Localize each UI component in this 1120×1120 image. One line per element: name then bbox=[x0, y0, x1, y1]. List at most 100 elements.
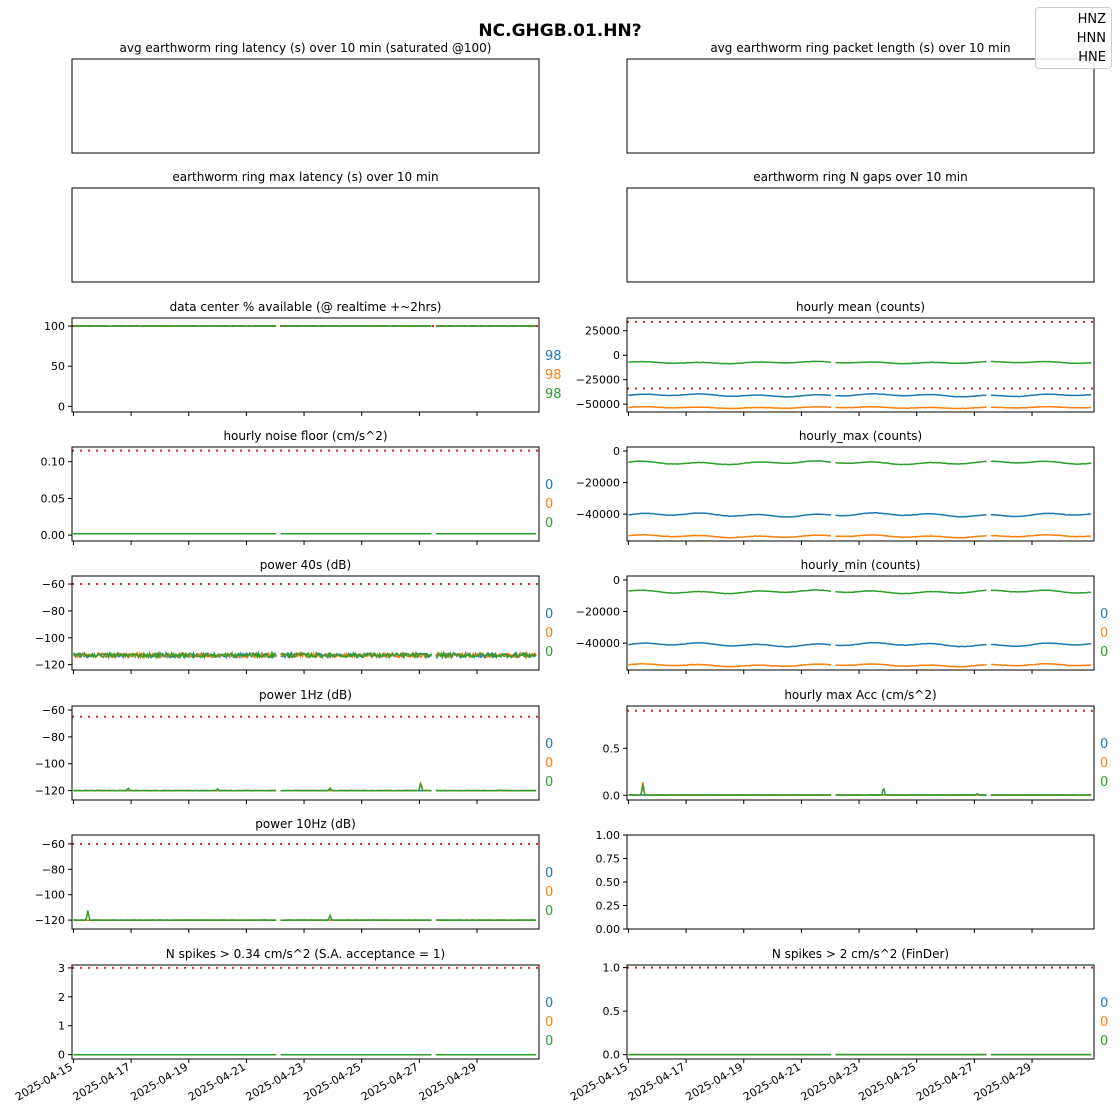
series-line-hnz bbox=[835, 392, 987, 398]
side-value-hnz: 0 bbox=[1100, 607, 1108, 622]
panel-hourly-mean: hourly mean (counts) −50000 −25000 0 25000 bbox=[576, 300, 1095, 416]
y-tick-label: −100 bbox=[35, 758, 65, 771]
x-tick-label: 2025-04-17 bbox=[626, 1060, 688, 1103]
plot-frame bbox=[626, 187, 1095, 283]
panel-title: N spikes > 0.34 cm/s^2 (S.A. acceptance … bbox=[166, 947, 445, 961]
legend: HNZ HNN HNE bbox=[1035, 7, 1112, 69]
panel-spikes-034: N spikes > 0.34 cm/s^2 (S.A. acceptance … bbox=[13, 947, 553, 1104]
panel-title: avg earthworm ring packet length (s) ove… bbox=[710, 41, 1010, 55]
y-tick-label: 0.5 bbox=[603, 742, 621, 755]
panel-noise-floor: hourly noise floor (cm/s^2) 0.00 0.05 0.10 0… bbox=[41, 429, 553, 545]
series-line-hne bbox=[835, 360, 987, 365]
y-tick-label: 50 bbox=[51, 360, 65, 373]
x-tick-label: 2025-04-27 bbox=[359, 1060, 421, 1103]
y-tick-label: −40000 bbox=[576, 508, 620, 521]
series-line-hnn bbox=[990, 662, 1092, 667]
y-tick-label: 0.0 bbox=[603, 789, 621, 802]
x-tick-label: 2025-04-21 bbox=[186, 1060, 248, 1103]
y-tick-label: −120 bbox=[35, 659, 65, 672]
series-line-hnn bbox=[628, 533, 832, 539]
series-line-hnz bbox=[835, 511, 987, 518]
y-tick-label: −100 bbox=[35, 632, 65, 645]
y-tick-label: 0 bbox=[613, 574, 620, 587]
y-tick-label: −80 bbox=[42, 863, 65, 876]
side-value-hne: 0 bbox=[1100, 645, 1108, 660]
series-line-hnn bbox=[628, 405, 832, 410]
side-value-hnn: 0 bbox=[1100, 626, 1108, 641]
side-value-hne: 0 bbox=[1100, 775, 1108, 790]
panel-power-10hz: power 10Hz (dB) −120 −100 −80 −60 0 0 0 bbox=[35, 817, 553, 933]
y-tick-label: −80 bbox=[42, 605, 65, 618]
side-value-hnn: 0 bbox=[545, 756, 553, 771]
series-line-hnn bbox=[628, 662, 832, 668]
plot-frame bbox=[71, 58, 540, 154]
series-line-hne bbox=[280, 651, 433, 660]
series-line-hnn bbox=[280, 781, 432, 792]
series-line-hne bbox=[435, 324, 537, 328]
series-line-hne bbox=[280, 325, 432, 328]
y-tick-label: −80 bbox=[42, 731, 65, 744]
plot-frame bbox=[71, 187, 540, 283]
side-value-hnz: 0 bbox=[545, 478, 553, 493]
plot-frame bbox=[626, 964, 1095, 1060]
y-tick-label: 0.75 bbox=[596, 853, 621, 866]
series-line-hne bbox=[835, 787, 987, 796]
series-line-hnn bbox=[835, 534, 987, 539]
y-tick-label: −20000 bbox=[576, 606, 620, 619]
series-line-hnz bbox=[835, 641, 987, 648]
y-tick-label: −25000 bbox=[576, 374, 620, 387]
side-value-hnz: 0 bbox=[545, 607, 553, 622]
plot-frame bbox=[71, 317, 540, 413]
panel-title: power 10Hz (dB) bbox=[255, 817, 356, 831]
series-line-hne bbox=[280, 782, 432, 792]
panel-title: data center % available (@ realtime +~2h… bbox=[170, 300, 442, 314]
side-value-hne: 0 bbox=[545, 1034, 553, 1049]
series-line-hnn bbox=[990, 405, 1092, 409]
plot-frame bbox=[71, 834, 540, 930]
panel-title: hourly noise floor (cm/s^2) bbox=[223, 429, 387, 443]
panel-max-latency: earthworm ring max latency (s) over 10 m… bbox=[71, 170, 540, 283]
y-tick-label: −120 bbox=[35, 785, 65, 798]
y-tick-label: 0 bbox=[613, 445, 620, 458]
x-tick-label: 2025-04-29 bbox=[972, 1060, 1034, 1103]
y-tick-label: 0 bbox=[613, 349, 620, 362]
plot-frame bbox=[626, 58, 1095, 154]
x-tick-label: 2025-04-25 bbox=[856, 1060, 918, 1103]
series-line-hnz bbox=[990, 512, 1092, 518]
series-line-hne bbox=[73, 910, 277, 921]
side-value-hnn: 0 bbox=[1100, 756, 1108, 771]
series-line-hnn bbox=[835, 405, 987, 410]
series-line-hne bbox=[628, 589, 832, 595]
panel-title: earthworm ring max latency (s) over 10 m… bbox=[172, 170, 438, 184]
side-value-hne: 0 bbox=[545, 775, 553, 790]
x-tick-label: 2025-04-19 bbox=[683, 1060, 745, 1103]
side-value-hnn: 0 bbox=[545, 885, 553, 900]
plot-frame bbox=[71, 446, 540, 542]
panel-avg-packet: avg earthworm ring packet length (s) ove… bbox=[626, 41, 1095, 154]
x-tick-label: 2025-04-29 bbox=[417, 1060, 479, 1103]
side-value-hnz: 0 bbox=[545, 996, 553, 1011]
legend-entry-hnn: HNN bbox=[1076, 31, 1106, 46]
side-value-hne: 98 bbox=[545, 387, 562, 402]
panel-hourly-min: hourly_min (counts) −40000 −20000 0 0 0 0 bbox=[576, 558, 1108, 674]
series-line-hne bbox=[990, 589, 1092, 594]
x-tick-label: 2025-04-17 bbox=[71, 1060, 133, 1103]
y-tick-label: 0.25 bbox=[596, 900, 621, 913]
y-tick-label: 0 bbox=[58, 400, 65, 413]
side-value-hnn: 0 bbox=[545, 626, 553, 641]
y-tick-label: 0.5 bbox=[603, 1005, 621, 1018]
plot-frame bbox=[71, 575, 540, 671]
side-value-hnz: 0 bbox=[545, 737, 553, 752]
figure-title: NC.GHGB.01.HN? bbox=[478, 21, 641, 41]
panel-avg-latency: avg earthworm ring latency (s) over 10 m… bbox=[71, 41, 540, 154]
side-value-hnn: 98 bbox=[545, 368, 562, 383]
y-tick-label: −60 bbox=[42, 578, 65, 591]
panel-title: N spikes > 2 cm/s^2 (FinDer) bbox=[772, 947, 949, 961]
panel-title: earthworm ring N gaps over 10 min bbox=[753, 170, 967, 184]
panel-title: power 1Hz (dB) bbox=[259, 688, 352, 702]
series-line-hnn bbox=[835, 663, 987, 668]
y-tick-label: −50000 bbox=[576, 398, 620, 411]
panel-title: hourly mean (counts) bbox=[796, 300, 925, 314]
series-line-hne bbox=[835, 460, 987, 466]
panel-hourly-max-acc: hourly max Acc (cm/s^2) 0.0 0.5 0 0 0 bbox=[603, 688, 1108, 804]
